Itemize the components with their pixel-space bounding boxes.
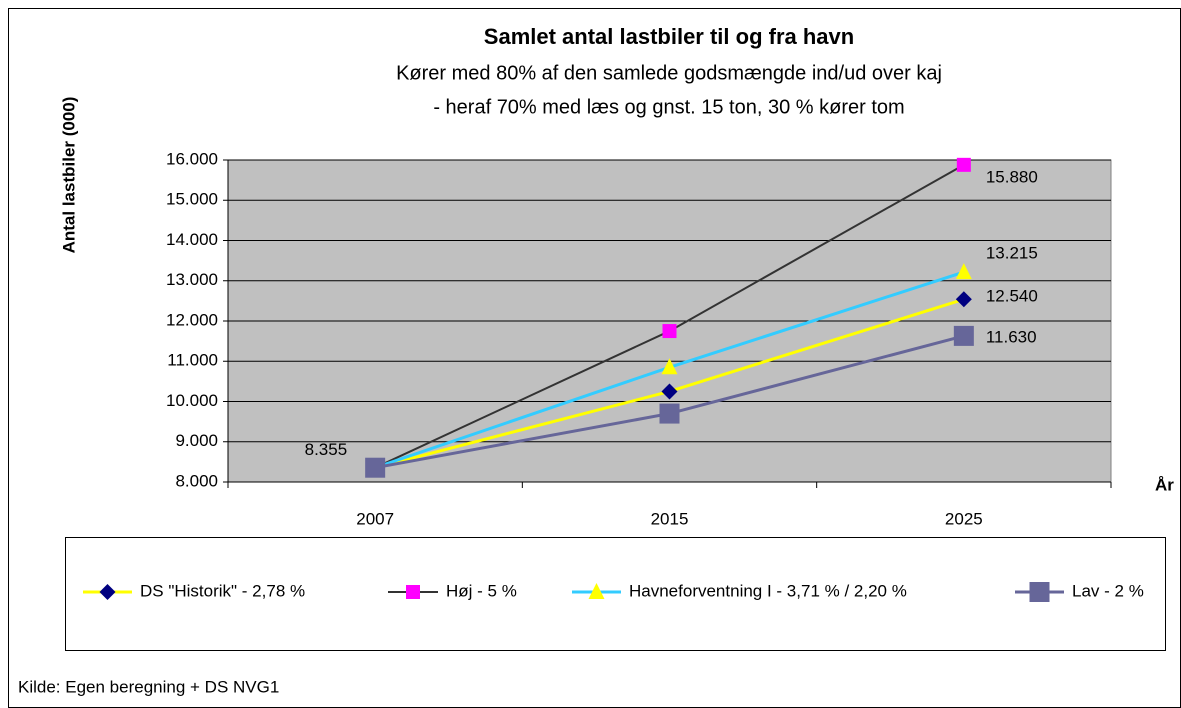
chart-subtitle: - heraf 70% med læs og gnst. 15 ton, 30 … (433, 96, 904, 118)
data-point (661, 358, 678, 375)
data-point (662, 324, 677, 339)
data-label: 15.880 (986, 167, 1038, 186)
y-tick-label: 12.000 (166, 310, 218, 329)
data-point (659, 403, 680, 424)
data-point (953, 325, 974, 346)
data-point (955, 291, 972, 308)
y-axis-label: Antal lastbiler (000) (59, 97, 78, 254)
data-point (365, 457, 386, 478)
legend-marker (588, 583, 605, 599)
data-point (955, 263, 972, 280)
y-tick-label: 16.000 (166, 149, 218, 168)
legend-box (65, 537, 1166, 651)
legend-label: Høj - 5 % (446, 581, 517, 600)
x-axis-label: År (1155, 475, 1174, 494)
legend-marker (406, 585, 420, 599)
chart-title: Samlet antal lastbiler til og fra havn (484, 24, 854, 49)
legend-label: Lav - 2 % (1072, 581, 1144, 600)
data-point (956, 157, 971, 172)
y-tick-label: 8.000 (175, 471, 218, 490)
chart-subtitle: Kører med 80% af den samlede godsmængde … (396, 62, 942, 84)
y-tick-label: 15.000 (166, 190, 218, 209)
y-tick-label: 14.000 (166, 230, 218, 249)
x-tick-label: 2025 (945, 509, 983, 528)
legend-marker (1029, 582, 1050, 602)
y-tick-label: 11.000 (167, 351, 218, 370)
x-tick-label: 2007 (356, 509, 394, 528)
x-tick-label: 2015 (651, 509, 689, 528)
y-tick-label: 10.000 (166, 391, 218, 410)
data-label: 11.630 (986, 327, 1037, 346)
data-label: 8.355 (305, 440, 348, 459)
y-tick-label: 13.000 (166, 270, 218, 289)
source-note: Kilde: Egen beregning + DS NVG1 (18, 677, 279, 696)
data-point (661, 383, 678, 400)
data-label: 13.215 (986, 244, 1038, 263)
legend-marker (99, 584, 116, 600)
data-label: 12.540 (986, 287, 1038, 306)
y-tick-label: 9.000 (175, 431, 218, 450)
legend-label: DS "Historik" - 2,78 % (140, 581, 305, 600)
legend-label: Havneforventning I - 3,71 % / 2,20 % (629, 581, 907, 600)
